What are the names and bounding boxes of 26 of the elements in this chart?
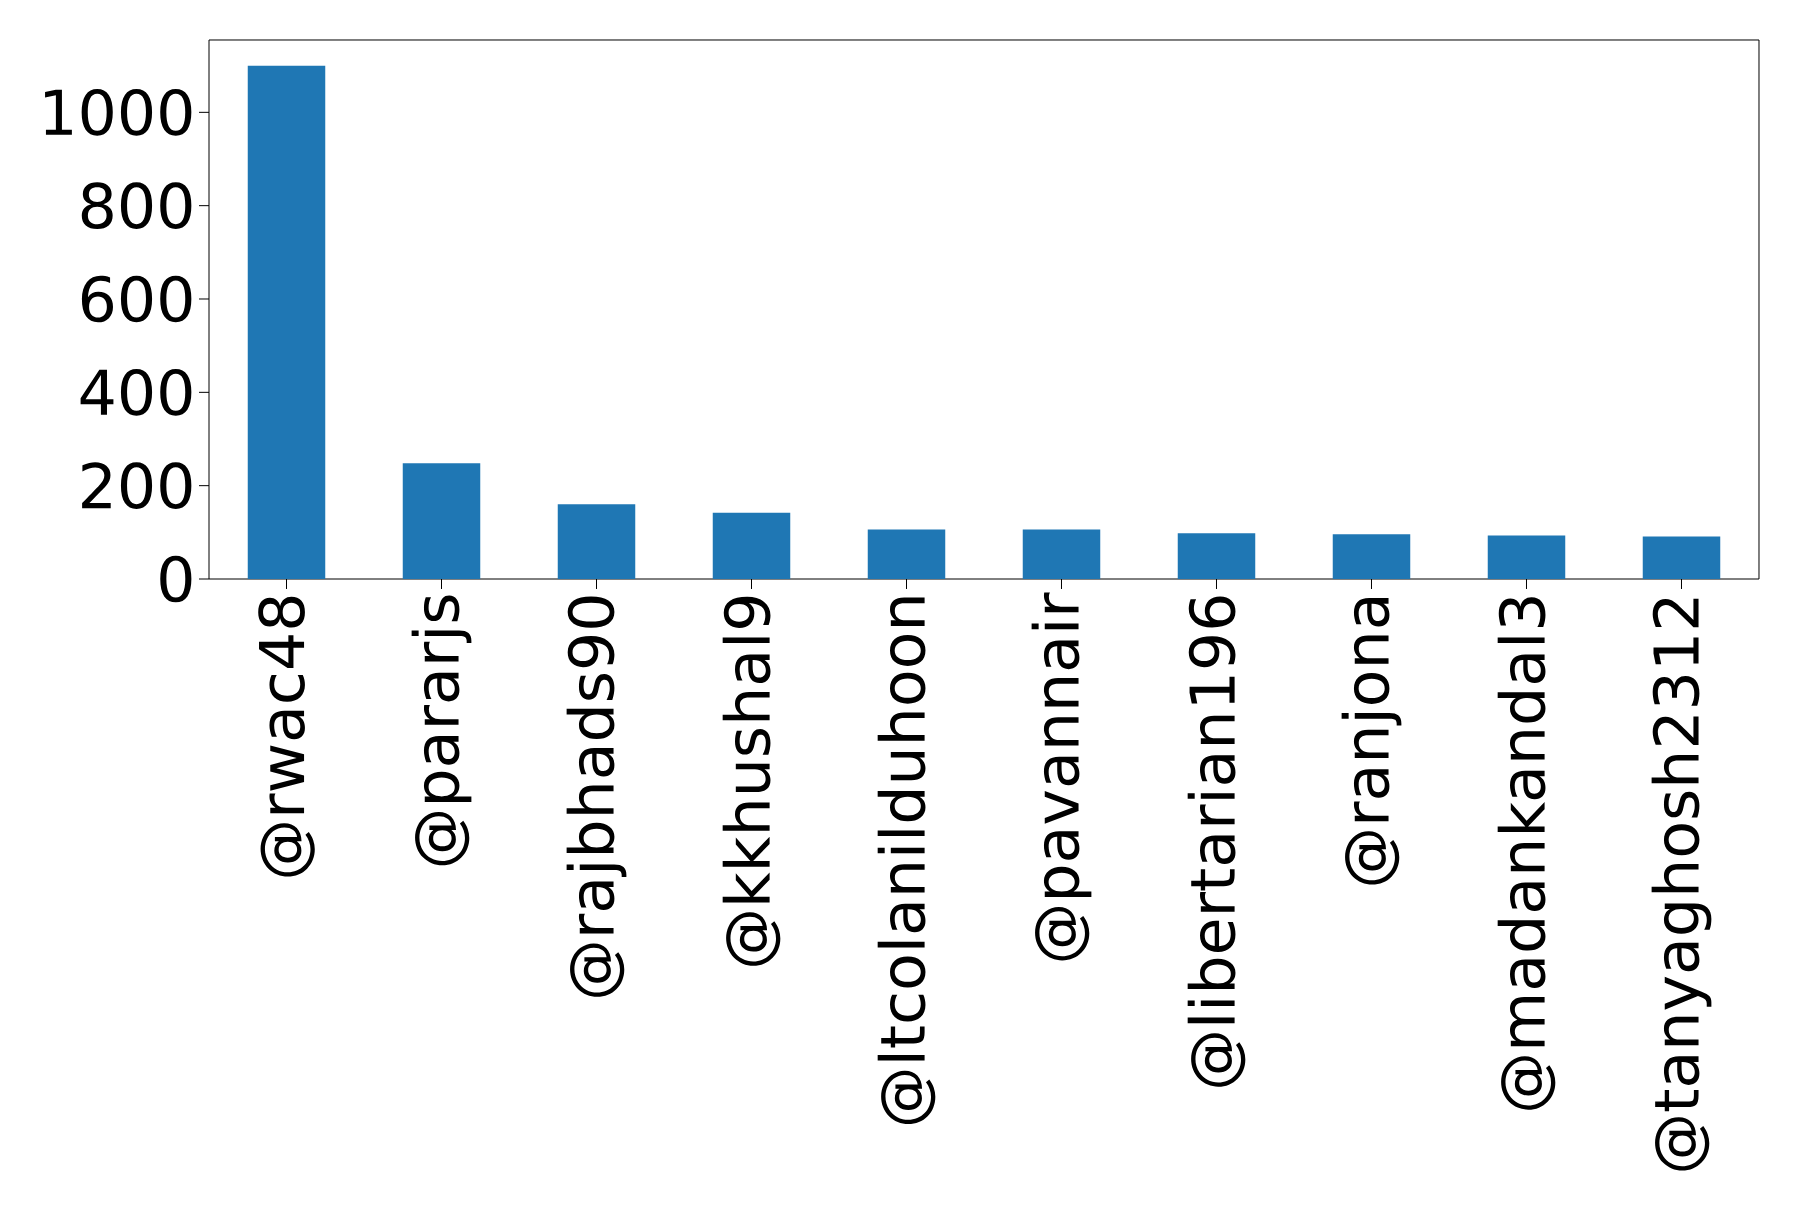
y-tick-label: 200 — [82, 462, 192, 510]
y-tick-label: 600 — [81, 275, 192, 323]
y-tick-label: 400 — [80, 368, 192, 416]
y-tick-label: 800 — [81, 182, 192, 230]
y-tick-label: 0 — [160, 555, 192, 603]
x-tick-label: @ltcolanilduhoon — [877, 597, 936, 1125]
x-tick-label: @pavannair — [1031, 592, 1092, 961]
x-tick-label: @pararjs — [411, 595, 472, 866]
x-tick-label: @rwac48 — [258, 596, 315, 877]
bar — [712, 512, 791, 579]
bar — [1487, 535, 1566, 579]
x-tick-label: @rajbhads90 — [566, 596, 627, 997]
x-tick-label: @kkhushal9 — [722, 596, 781, 966]
bar — [1022, 529, 1101, 579]
x-tick-label: @ranjona — [1341, 598, 1402, 885]
y-tick-label: 1000 — [45, 88, 192, 136]
bar — [1332, 534, 1411, 579]
bar — [402, 463, 481, 579]
bar — [867, 529, 946, 579]
x-tick-label: @libertarian196 — [1187, 596, 1246, 1087]
bar — [557, 504, 636, 579]
bar — [1177, 533, 1256, 579]
x-tick-label: @madankandal3 — [1497, 597, 1556, 1110]
bar — [1642, 536, 1721, 579]
x-tick-label: @tanyaghosh2312 — [1651, 598, 1712, 1171]
bar — [247, 65, 326, 579]
